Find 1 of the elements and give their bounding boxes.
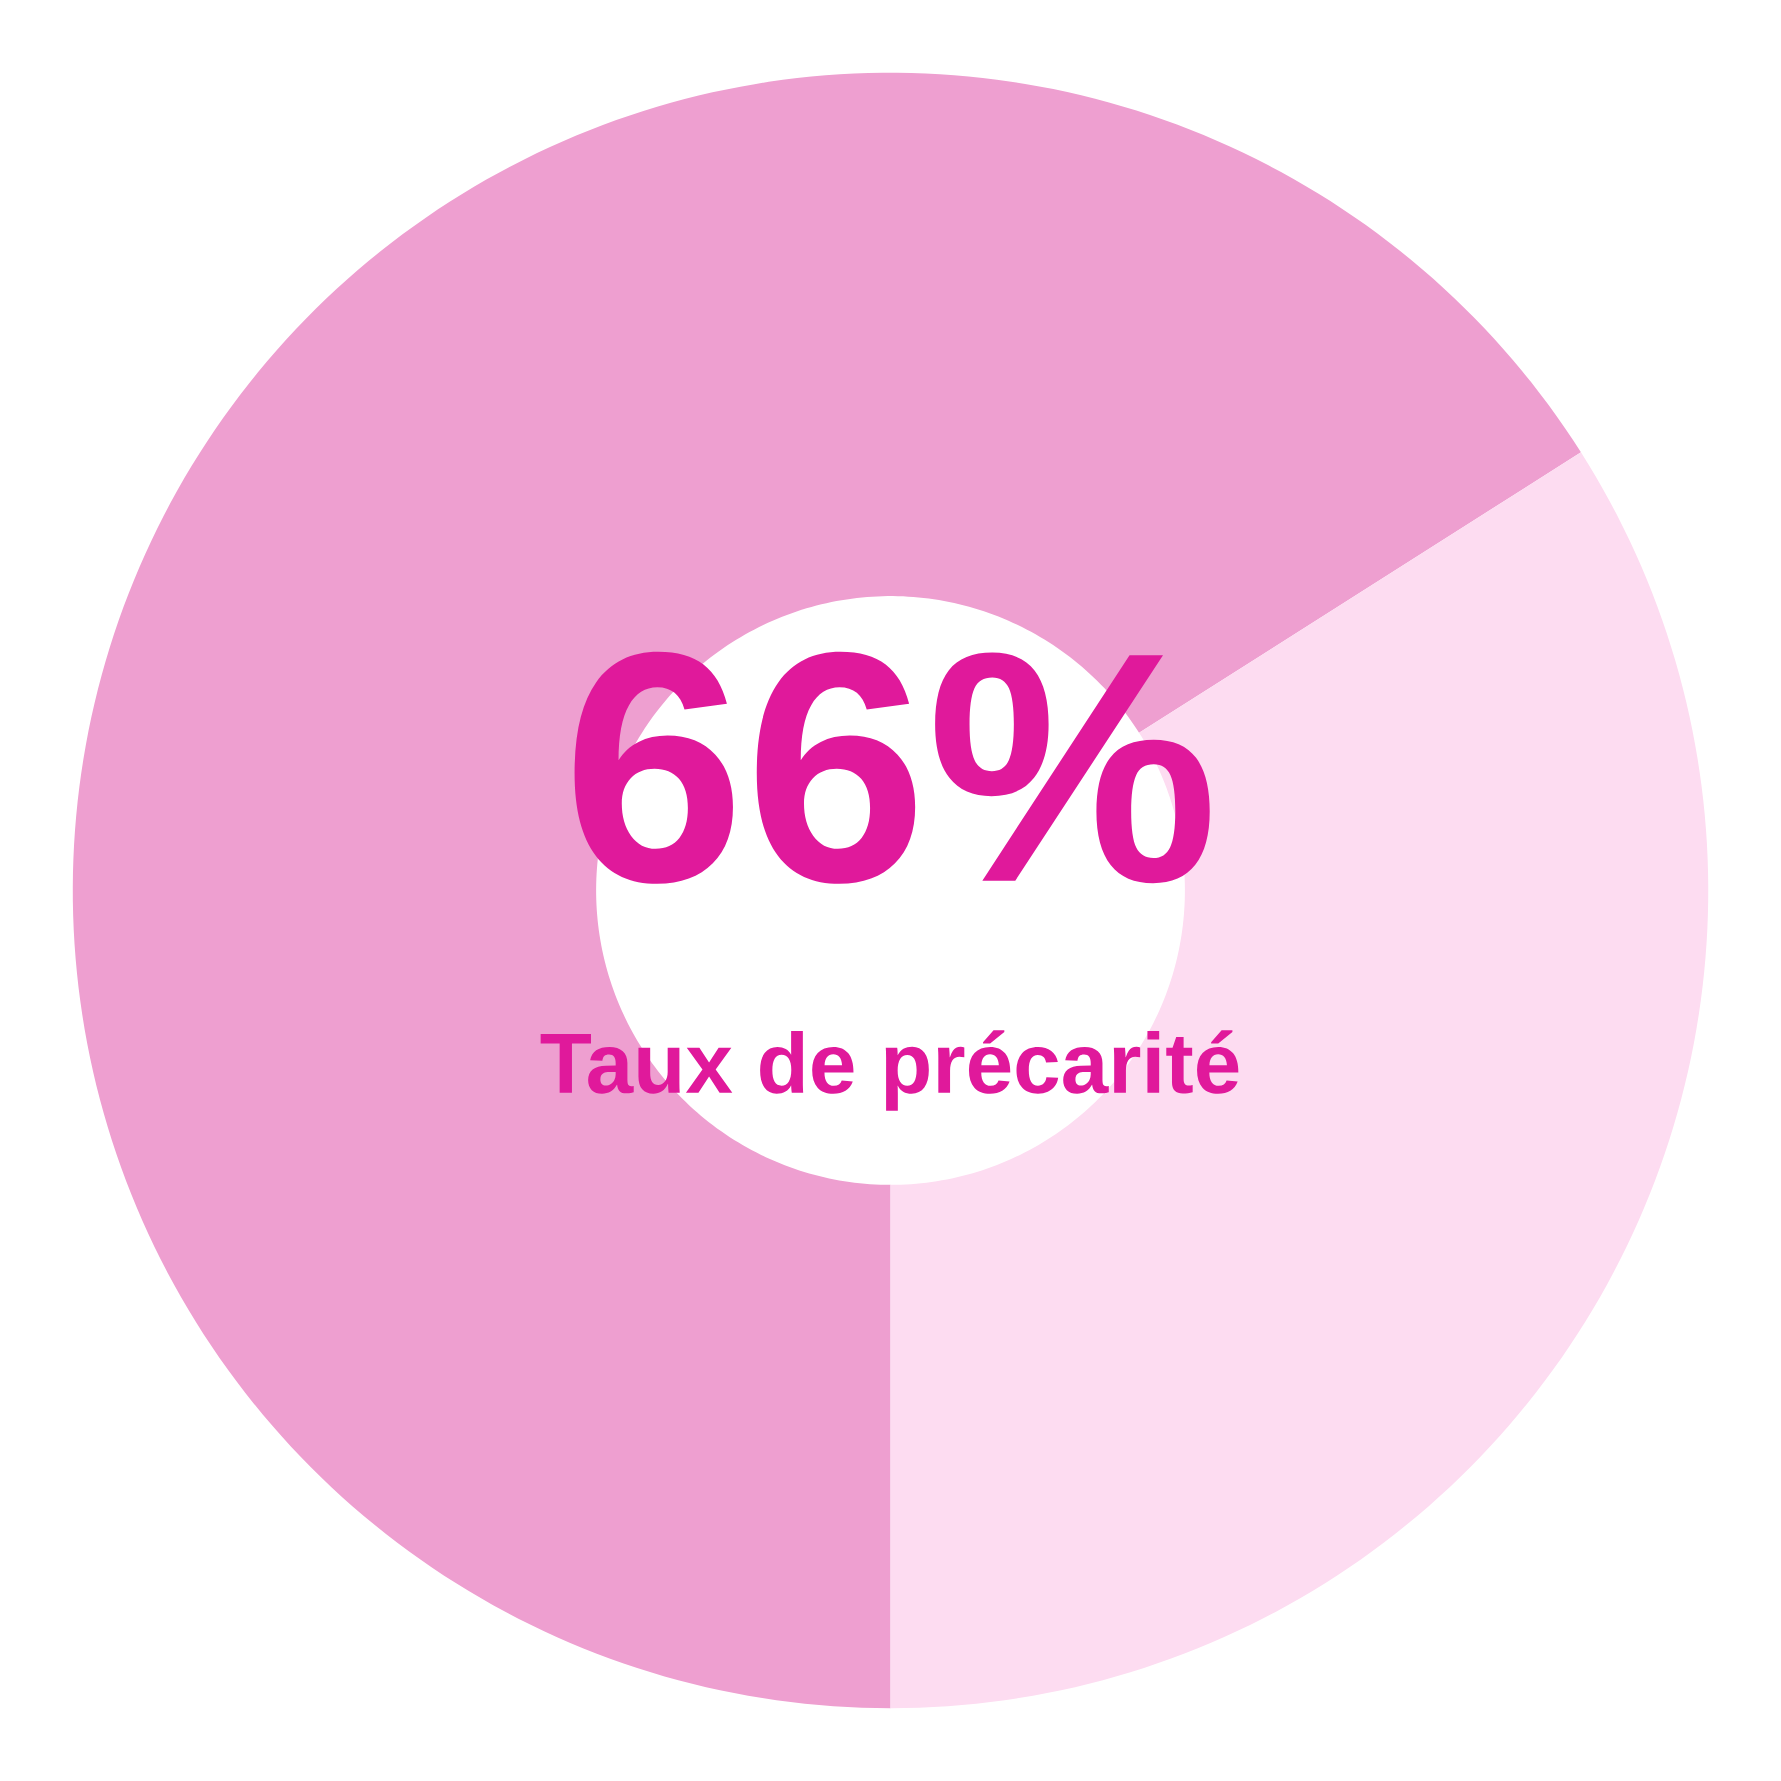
text: 66% [574, 651, 1210, 884]
